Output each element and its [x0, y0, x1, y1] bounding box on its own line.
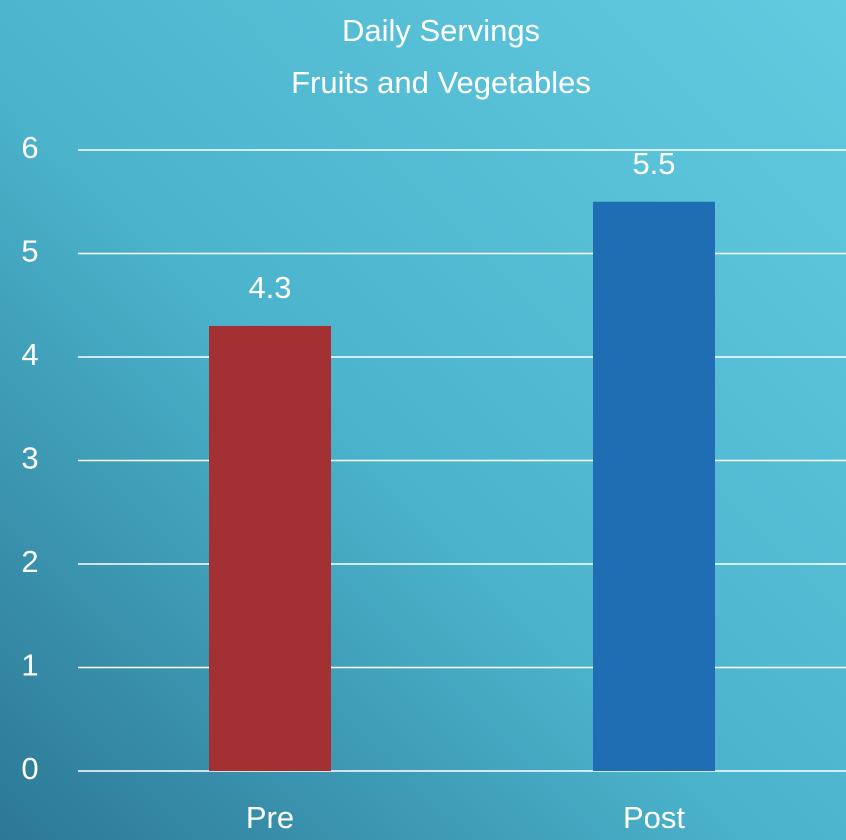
y-tick-label: 6: [21, 130, 38, 165]
chart-subtitle: Fruits and Vegetables: [291, 65, 591, 100]
y-tick-label: 4: [21, 337, 38, 372]
bar: [593, 201, 715, 771]
chart-title: Daily Servings: [342, 13, 540, 48]
bar: [209, 325, 331, 771]
y-tick-label: 1: [21, 648, 38, 683]
data-label: 4.3: [248, 270, 291, 305]
data-label: 5.5: [632, 146, 675, 181]
y-tick-label: 5: [21, 234, 38, 269]
y-tick-label: 3: [21, 441, 38, 476]
x-tick-label: Pre: [246, 800, 294, 835]
y-tick-label: 0: [21, 751, 38, 786]
x-tick-label: Post: [623, 800, 685, 835]
y-tick-label: 2: [21, 544, 38, 579]
